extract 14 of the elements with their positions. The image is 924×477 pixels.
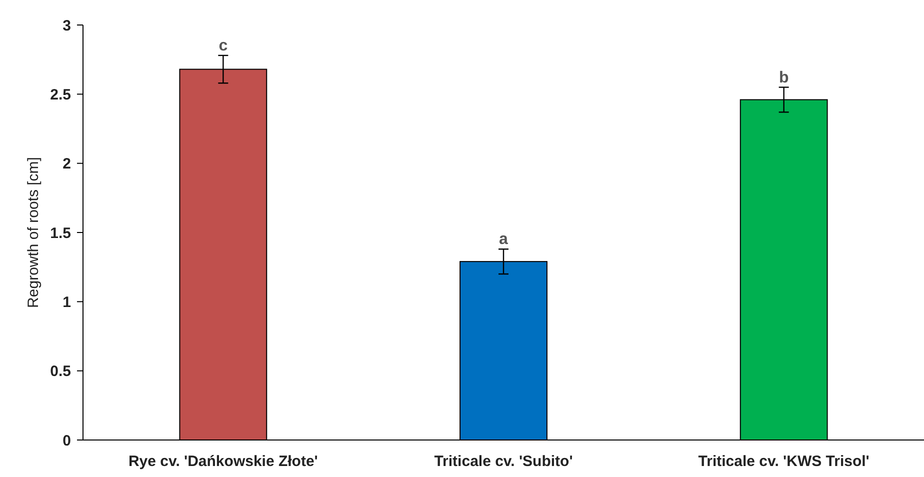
y-tick-label: 2.5 xyxy=(50,86,71,104)
y-tick-label: 1 xyxy=(62,294,71,311)
annotation: a xyxy=(499,231,508,248)
x-tick-label: Triticale cv. 'KWS Trisol' xyxy=(698,453,870,470)
x-tick-label: Rye cv. 'Dańkowskie Złote' xyxy=(128,453,318,470)
y-tick-label: 0.5 xyxy=(50,363,71,380)
annotation: b xyxy=(778,69,789,86)
x-tick-label: Triticale cv. 'Subito' xyxy=(434,453,573,470)
y-tick-label: 0 xyxy=(62,432,71,450)
y-axis-title: Regrowth of roots [cm] xyxy=(25,157,42,308)
y-tick-label: 2 xyxy=(62,156,71,173)
y-tick-label: 3 xyxy=(62,17,71,34)
annotation: c xyxy=(218,37,228,54)
y-tick-label: 1.5 xyxy=(50,224,71,242)
